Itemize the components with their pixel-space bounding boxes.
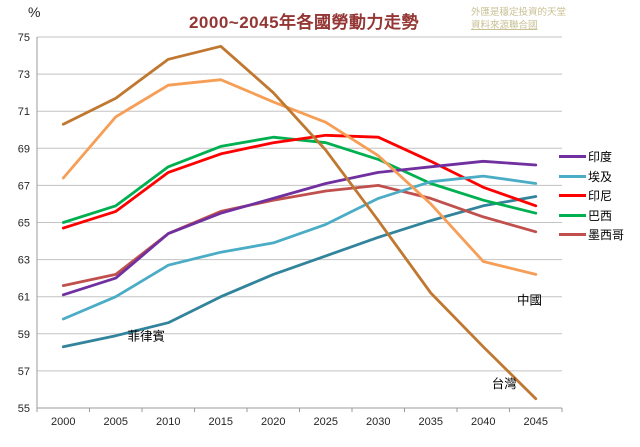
y-tick-59: 59 bbox=[18, 329, 30, 341]
legend-swatch-埃及 bbox=[559, 174, 586, 178]
y-tick-67: 67 bbox=[18, 180, 30, 192]
legend-item-墨西哥: 墨西哥 bbox=[559, 225, 624, 245]
watermark: 外匯是穩定投資的天堂 資料來源聯合國 bbox=[471, 7, 591, 32]
y-tick-75: 75 bbox=[18, 32, 30, 44]
series-line-埃及 bbox=[61, 174, 538, 321]
y-tick-57: 57 bbox=[18, 366, 30, 378]
x-tick-2005: 2005 bbox=[104, 416, 128, 428]
legend-label-埃及: 埃及 bbox=[588, 169, 613, 184]
watermark-line2: 資料來源聯合國 bbox=[471, 19, 538, 31]
annotation-中國: 中國 bbox=[517, 292, 542, 307]
legend-item-巴西: 巴西 bbox=[559, 206, 624, 226]
x-tick-2035: 2035 bbox=[419, 416, 443, 428]
y-tick-73: 73 bbox=[18, 69, 30, 81]
legend-label-印度: 印度 bbox=[588, 150, 613, 165]
x-tick-2040: 2040 bbox=[471, 416, 495, 428]
series-line-中國 bbox=[61, 78, 538, 276]
x-tick-2030: 2030 bbox=[366, 416, 390, 428]
legend-item-印度: 印度 bbox=[559, 147, 624, 167]
x-tick-2000: 2000 bbox=[51, 416, 75, 428]
x-tick-2020: 2020 bbox=[261, 416, 285, 428]
y-tick-55: 55 bbox=[18, 403, 30, 415]
chart-title: 2000~2045年各國勞動力走勢 bbox=[188, 13, 420, 32]
series-line-印度 bbox=[61, 159, 538, 297]
series-line-印尼 bbox=[61, 133, 538, 230]
series-line-菲律賓 bbox=[61, 195, 538, 349]
chart-legend: 印度埃及印尼巴西墨西哥 bbox=[559, 147, 624, 245]
legend-swatch-巴西 bbox=[559, 213, 586, 217]
y-tick-63: 63 bbox=[18, 255, 30, 267]
x-tick-2025: 2025 bbox=[314, 416, 338, 428]
legend-swatch-印度 bbox=[559, 155, 586, 159]
x-tick-2010: 2010 bbox=[156, 416, 180, 428]
legend-label-巴西: 巴西 bbox=[588, 208, 613, 223]
annotation-菲律賓: 菲律賓 bbox=[127, 329, 165, 344]
legend-item-印尼: 印尼 bbox=[559, 186, 624, 206]
series-line-台灣 bbox=[61, 44, 538, 401]
legend-label-印尼: 印尼 bbox=[588, 189, 613, 204]
legend-swatch-印尼 bbox=[559, 194, 586, 198]
y-tick-61: 61 bbox=[18, 292, 30, 304]
legend-label-墨西哥: 墨西哥 bbox=[588, 228, 625, 243]
x-tick-2015: 2015 bbox=[209, 416, 233, 428]
y-axis-unit-label: % bbox=[28, 4, 41, 20]
y-tick-69: 69 bbox=[18, 143, 30, 155]
series-line-墨西哥 bbox=[61, 183, 538, 288]
watermark-line1: 外匯是穩定投資的天堂 bbox=[471, 7, 567, 18]
legend-item-埃及: 埃及 bbox=[559, 167, 624, 187]
legend-swatch-墨西哥 bbox=[559, 233, 586, 237]
annotation-台灣: 台灣 bbox=[492, 376, 517, 391]
x-tick-2045: 2045 bbox=[524, 416, 548, 428]
y-tick-65: 65 bbox=[18, 218, 30, 230]
y-tick-71: 71 bbox=[18, 106, 30, 118]
